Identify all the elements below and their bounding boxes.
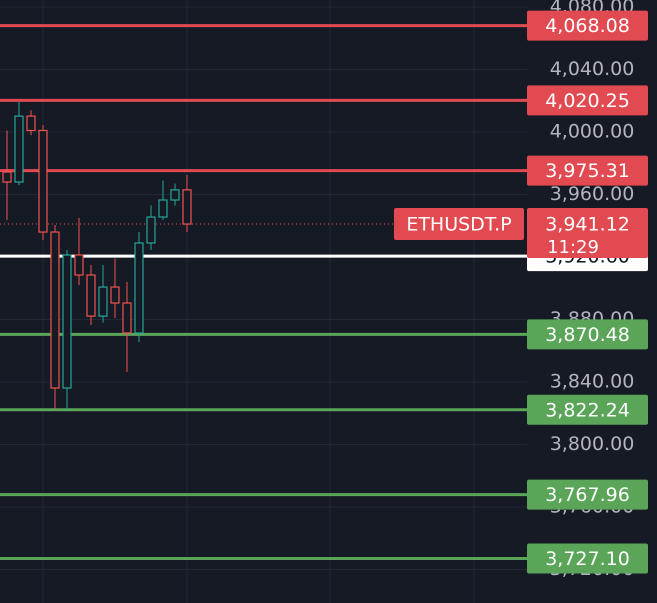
level-label-box	[527, 85, 648, 116]
countdown-label: 11:29	[547, 237, 599, 258]
candle-body	[14, 115, 24, 183]
candle-body	[110, 286, 120, 304]
level-label: 3,975.31	[545, 160, 630, 182]
candle-body	[74, 254, 84, 276]
level-label-box	[527, 394, 648, 425]
level-label-box	[527, 155, 648, 186]
candle-body	[98, 286, 108, 317]
last-price-label: 3,941.12	[545, 214, 630, 236]
candle-body	[170, 189, 180, 201]
level-label: 3,822.24	[545, 399, 630, 421]
symbol-label: ETHUSDT.P	[406, 214, 511, 236]
level-label: 4,068.08	[545, 15, 630, 37]
last-price-box	[527, 208, 648, 259]
candle-body	[50, 231, 60, 389]
level-label-box	[527, 10, 648, 41]
candle-body	[86, 274, 96, 317]
y-tick-label: 4,000.00	[550, 121, 635, 143]
candle-body	[182, 189, 192, 225]
level-label-box	[527, 319, 648, 350]
level-label: 4,020.25	[545, 90, 630, 112]
candle-body	[134, 242, 144, 334]
level-label: 3,727.10	[545, 548, 630, 570]
candle-body	[26, 115, 36, 132]
symbol-label-box	[394, 208, 524, 241]
candle-body	[62, 254, 72, 389]
y-tick-label: 3,960.00	[550, 183, 635, 205]
candle-body	[2, 171, 12, 183]
y-tick-label: 3,840.00	[550, 371, 635, 393]
y-tick-label: 4,040.00	[550, 58, 635, 80]
level-label: 3,870.48	[545, 324, 630, 346]
level-label-box	[527, 543, 648, 574]
level-label: 3,767.96	[545, 484, 630, 506]
candle-body	[38, 129, 48, 233]
candle-body	[158, 199, 168, 218]
candle-body	[146, 216, 156, 244]
candle-body	[122, 302, 132, 334]
level-label-box	[527, 479, 648, 510]
y-tick-label: 3,800.00	[550, 433, 635, 455]
